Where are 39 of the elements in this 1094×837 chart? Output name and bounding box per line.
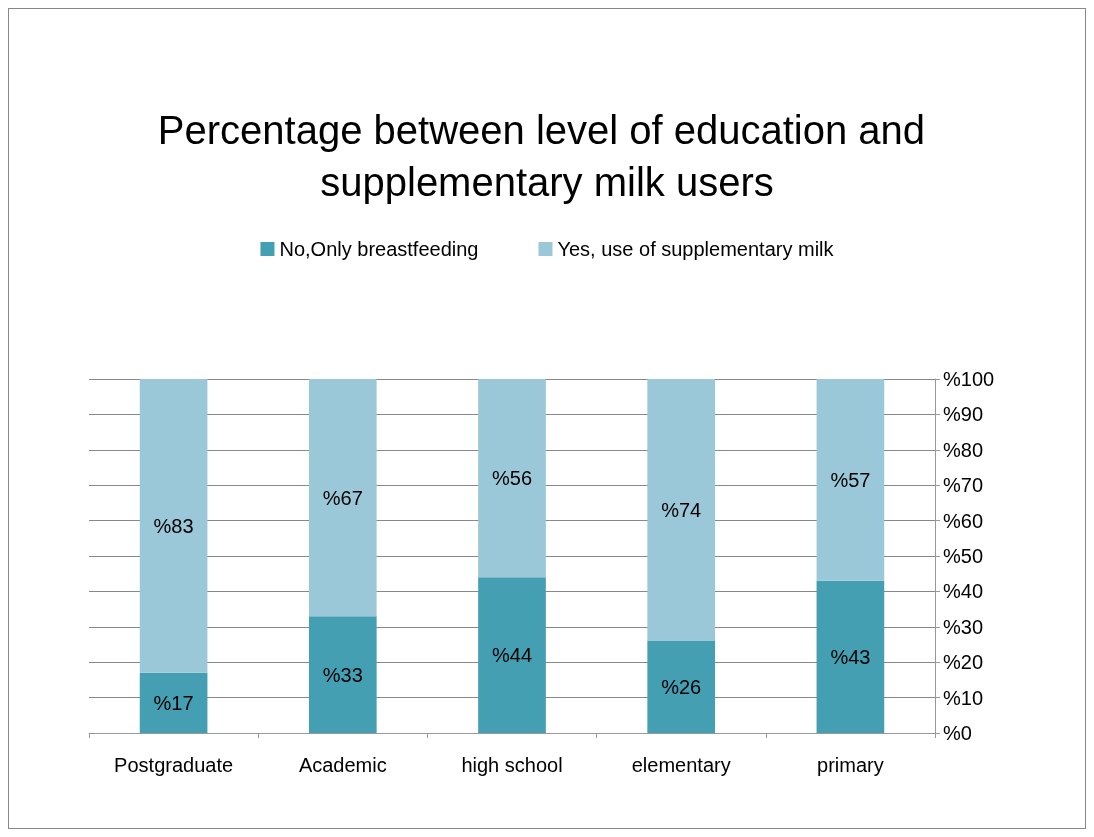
x-tick-label: high school <box>461 754 563 776</box>
y-tick-label: %100 <box>943 368 995 390</box>
bar <box>139 672 208 733</box>
y-tick-label: %50 <box>943 545 984 567</box>
y-tick-label: %70 <box>943 474 984 497</box>
y-tick-label: %0 <box>943 722 972 744</box>
legend-label: Yes, use of supplementary milk <box>557 238 835 260</box>
x-tick-label: primary <box>817 754 884 776</box>
bar <box>308 379 377 617</box>
bar <box>647 379 716 641</box>
y-tick-label: %10 <box>943 686 984 709</box>
bar <box>816 580 885 733</box>
y-tick-label: %90 <box>943 403 984 426</box>
bar <box>308 616 377 733</box>
data-label: %67 <box>322 486 363 509</box>
y-tick-label: %80 <box>943 438 984 461</box>
bar <box>816 379 885 581</box>
y-tick-label: %60 <box>943 509 984 532</box>
bar <box>478 577 546 733</box>
data-label: %26 <box>661 675 702 698</box>
x-tick-label: Postgraduate <box>114 754 234 776</box>
data-label: %17 <box>153 691 194 714</box>
data-label: %74 <box>661 498 702 521</box>
y-tick-label: %40 <box>943 580 984 603</box>
data-label: %56 <box>491 467 533 490</box>
data-label: %57 <box>830 468 871 491</box>
data-label: %83 <box>153 514 194 537</box>
bar <box>139 379 208 673</box>
bar <box>647 640 716 733</box>
bar <box>478 379 546 578</box>
y-tick-label: %30 <box>943 615 984 638</box>
data-label: %33 <box>322 663 363 686</box>
data-label: %44 <box>491 644 533 667</box>
x-tick-label: Academic <box>298 754 387 776</box>
chart-title: Percentage between level of education and supplementary milk users <box>157 108 937 204</box>
legend-label: No,Only breastfeeding <box>279 238 479 260</box>
data-label: %43 <box>830 645 871 668</box>
x-tick-label: elementary <box>631 754 731 776</box>
y-tick-label: %20 <box>943 651 984 674</box>
